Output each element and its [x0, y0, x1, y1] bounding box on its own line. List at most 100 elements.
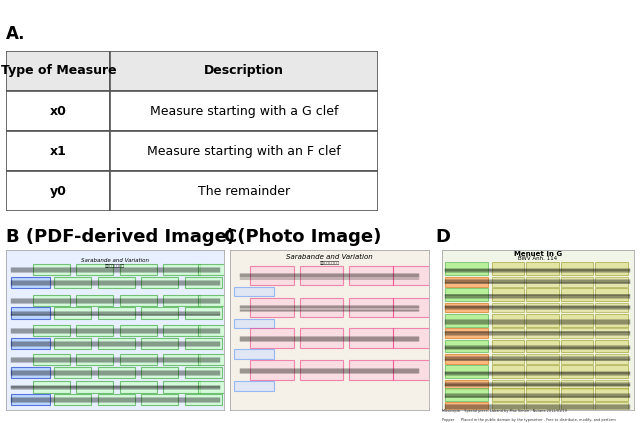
Text: サラバンドと変奏: サラバンドと変奏 — [319, 261, 340, 265]
FancyBboxPatch shape — [445, 340, 488, 352]
FancyBboxPatch shape — [561, 262, 593, 275]
FancyBboxPatch shape — [141, 277, 179, 288]
FancyBboxPatch shape — [98, 394, 135, 406]
Text: Type of Measure: Type of Measure — [1, 64, 116, 77]
FancyBboxPatch shape — [33, 325, 70, 336]
FancyBboxPatch shape — [445, 314, 488, 327]
Text: D: D — [435, 228, 450, 246]
FancyBboxPatch shape — [445, 328, 488, 338]
FancyBboxPatch shape — [120, 294, 157, 306]
FancyBboxPatch shape — [54, 277, 92, 288]
FancyBboxPatch shape — [110, 131, 378, 171]
FancyBboxPatch shape — [54, 394, 92, 406]
FancyBboxPatch shape — [526, 302, 559, 312]
FancyBboxPatch shape — [595, 340, 628, 352]
FancyBboxPatch shape — [561, 302, 593, 312]
FancyBboxPatch shape — [445, 277, 488, 286]
Text: B (PDF-derived Image): B (PDF-derived Image) — [6, 228, 236, 246]
FancyBboxPatch shape — [300, 360, 344, 380]
Text: The remainder: The remainder — [198, 185, 290, 198]
FancyBboxPatch shape — [492, 402, 524, 412]
Text: Measure starting with a G clef: Measure starting with a G clef — [150, 104, 338, 118]
FancyBboxPatch shape — [98, 308, 135, 319]
FancyBboxPatch shape — [349, 328, 393, 348]
FancyBboxPatch shape — [54, 338, 92, 349]
FancyBboxPatch shape — [300, 298, 344, 317]
FancyBboxPatch shape — [393, 328, 436, 348]
FancyBboxPatch shape — [198, 354, 235, 365]
FancyBboxPatch shape — [445, 388, 488, 401]
FancyBboxPatch shape — [163, 354, 200, 365]
FancyBboxPatch shape — [11, 308, 50, 319]
FancyBboxPatch shape — [492, 302, 524, 312]
FancyBboxPatch shape — [393, 360, 436, 380]
FancyBboxPatch shape — [141, 338, 179, 349]
FancyBboxPatch shape — [163, 264, 200, 275]
FancyBboxPatch shape — [561, 388, 593, 401]
Text: BWV Anh. 114: BWV Anh. 114 — [518, 256, 557, 261]
FancyBboxPatch shape — [349, 266, 393, 285]
FancyBboxPatch shape — [110, 91, 378, 131]
FancyBboxPatch shape — [492, 380, 524, 390]
FancyBboxPatch shape — [595, 277, 628, 286]
FancyBboxPatch shape — [445, 262, 488, 275]
FancyBboxPatch shape — [76, 264, 113, 275]
FancyBboxPatch shape — [163, 294, 200, 306]
FancyBboxPatch shape — [445, 365, 488, 378]
FancyBboxPatch shape — [526, 328, 559, 338]
FancyBboxPatch shape — [492, 354, 524, 364]
FancyBboxPatch shape — [185, 338, 222, 349]
FancyBboxPatch shape — [526, 340, 559, 352]
Text: A.: A. — [6, 25, 26, 43]
FancyBboxPatch shape — [561, 340, 593, 352]
FancyBboxPatch shape — [595, 288, 628, 301]
FancyBboxPatch shape — [300, 328, 344, 348]
FancyBboxPatch shape — [561, 354, 593, 364]
FancyBboxPatch shape — [492, 277, 524, 286]
FancyBboxPatch shape — [492, 340, 524, 352]
FancyBboxPatch shape — [393, 266, 436, 285]
FancyBboxPatch shape — [349, 298, 393, 317]
FancyBboxPatch shape — [54, 367, 92, 378]
FancyBboxPatch shape — [595, 302, 628, 312]
FancyBboxPatch shape — [234, 286, 274, 296]
FancyBboxPatch shape — [595, 388, 628, 401]
Text: Sarabande and Variation: Sarabande and Variation — [81, 258, 149, 263]
FancyBboxPatch shape — [393, 298, 436, 317]
FancyBboxPatch shape — [120, 264, 157, 275]
FancyBboxPatch shape — [54, 308, 92, 319]
FancyBboxPatch shape — [185, 277, 222, 288]
FancyBboxPatch shape — [492, 365, 524, 378]
Text: Menuet in G: Menuet in G — [513, 251, 562, 257]
FancyBboxPatch shape — [234, 382, 274, 391]
FancyBboxPatch shape — [526, 277, 559, 286]
FancyBboxPatch shape — [445, 288, 488, 301]
FancyBboxPatch shape — [300, 266, 344, 285]
FancyBboxPatch shape — [492, 314, 524, 327]
Text: Description: Description — [204, 64, 284, 77]
FancyBboxPatch shape — [526, 402, 559, 412]
FancyBboxPatch shape — [561, 402, 593, 412]
FancyBboxPatch shape — [141, 367, 179, 378]
FancyBboxPatch shape — [526, 354, 559, 364]
FancyBboxPatch shape — [185, 394, 222, 406]
FancyBboxPatch shape — [595, 314, 628, 327]
FancyBboxPatch shape — [561, 380, 593, 390]
Text: x0: x0 — [50, 104, 67, 118]
FancyBboxPatch shape — [526, 262, 559, 275]
FancyBboxPatch shape — [141, 308, 179, 319]
FancyBboxPatch shape — [595, 402, 628, 412]
FancyBboxPatch shape — [98, 277, 135, 288]
FancyBboxPatch shape — [250, 360, 294, 380]
FancyBboxPatch shape — [445, 402, 488, 412]
FancyBboxPatch shape — [185, 308, 222, 319]
FancyBboxPatch shape — [110, 51, 378, 91]
FancyBboxPatch shape — [526, 288, 559, 301]
FancyBboxPatch shape — [445, 302, 488, 312]
Text: Musicopia    Special piece, Laband by Max Simon - Nutana 2012/01/19: Musicopia Special piece, Laband by Max S… — [442, 409, 566, 413]
FancyBboxPatch shape — [198, 382, 235, 393]
Text: y0: y0 — [50, 185, 67, 198]
Text: Sarabande and Variation: Sarabande and Variation — [286, 254, 373, 261]
FancyBboxPatch shape — [561, 314, 593, 327]
FancyBboxPatch shape — [198, 264, 235, 275]
